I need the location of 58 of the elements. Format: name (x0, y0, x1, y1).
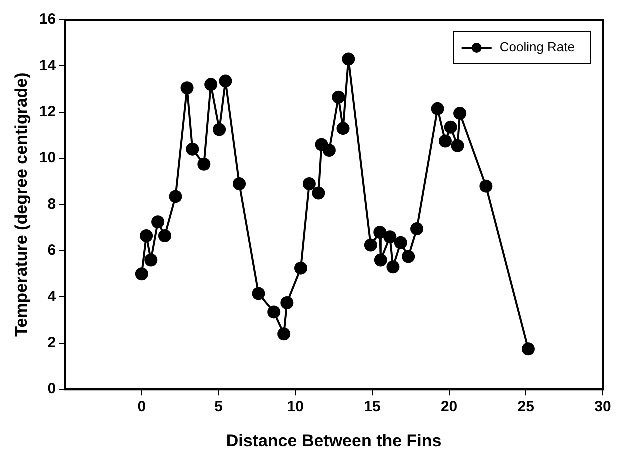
point (336, 122, 350, 136)
point (180, 82, 194, 95)
point (384, 230, 397, 244)
x-tick-label: 0 (138, 398, 146, 416)
point (438, 134, 452, 148)
point (233, 178, 246, 191)
point (268, 306, 281, 319)
point (252, 287, 266, 300)
y-tick-label: 14 (39, 57, 57, 74)
x-tick-label: 20 (440, 398, 458, 416)
point (219, 74, 232, 88)
point (522, 342, 535, 356)
point (342, 52, 356, 66)
point (135, 268, 148, 281)
point (280, 296, 294, 310)
point (431, 102, 444, 116)
point (144, 254, 158, 267)
point (410, 222, 424, 236)
x-tick-label: 15 (364, 398, 381, 416)
point (444, 120, 458, 134)
y-tick-label: 12 (39, 104, 56, 121)
y-tick-label: 4 (48, 288, 57, 306)
point (312, 186, 326, 200)
point (402, 250, 416, 264)
point (198, 158, 211, 171)
x-tick-label: 10 (287, 398, 304, 416)
point (278, 328, 291, 341)
point (158, 229, 172, 242)
x-tick-label: 25 (518, 398, 534, 416)
point (451, 139, 464, 152)
x-axis-title: Distance Between the Fins (226, 431, 442, 450)
point (213, 123, 226, 136)
point (386, 260, 400, 274)
point (152, 216, 165, 229)
point (332, 90, 346, 104)
point (454, 107, 467, 120)
point (302, 178, 316, 191)
point (374, 254, 388, 267)
y-tick-label: 6 (48, 242, 56, 260)
point (364, 238, 378, 252)
point (204, 78, 218, 92)
point (322, 144, 336, 158)
y-tick-label: 8 (48, 196, 56, 213)
point (140, 229, 154, 242)
point (374, 226, 387, 240)
point (169, 190, 182, 204)
point (394, 236, 408, 250)
y-axis-title: Temperature (degree centigrade) (12, 72, 31, 337)
y-tick-label: 2 (48, 334, 56, 352)
point (294, 262, 308, 275)
y-tick-label: 10 (39, 150, 56, 167)
point (186, 142, 200, 156)
x-tick-label: 30 (594, 398, 612, 416)
y-tick-label: 16 (39, 11, 56, 28)
point (480, 180, 493, 193)
legend-label: Cooling Rate (500, 40, 575, 55)
y-tick-label: 0 (48, 380, 56, 398)
x-tick-label: 5 (214, 398, 223, 416)
